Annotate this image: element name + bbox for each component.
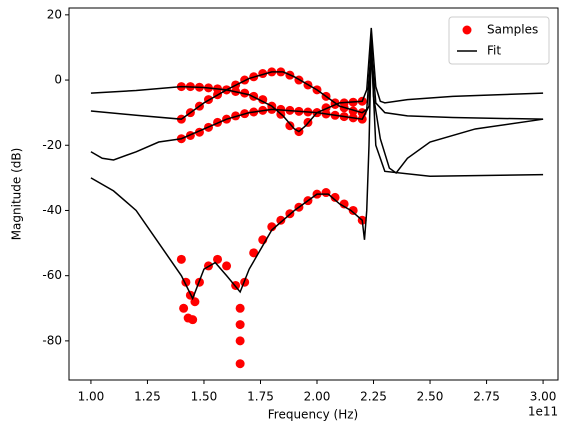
y-tick-label: -60 [42, 268, 62, 282]
y-tick-label: -40 [42, 203, 62, 217]
sample-point [330, 192, 340, 202]
fit-line [90, 47, 544, 301]
legend-marker [462, 25, 472, 35]
legend-label: Fit [487, 44, 501, 58]
y-tick-label: -20 [42, 138, 62, 152]
sample-point [235, 320, 245, 330]
sample-point [222, 261, 232, 271]
y-tick-label: 20 [47, 7, 62, 21]
x-tick-label: 3.00 [530, 390, 557, 404]
y-axis-label: Magnitude (dB) [10, 148, 24, 241]
legend-box [448, 16, 550, 65]
sample-point [179, 303, 189, 313]
x-tick-label: 2.50 [417, 390, 444, 404]
sample-point [190, 297, 200, 307]
x-tick-label: 1.00 [78, 390, 105, 404]
x-tick-label: 1.25 [134, 390, 161, 404]
x-offset-label: 1e11 [528, 405, 558, 419]
sample-point [249, 248, 259, 258]
x-tick-label: 1.50 [191, 390, 218, 404]
sample-point [188, 315, 198, 325]
legend-label: Samples [487, 23, 538, 37]
y-tick-label: -80 [42, 333, 62, 347]
x-tick-label: 2.25 [360, 390, 387, 404]
sample-point [276, 215, 286, 225]
sample-point [235, 303, 245, 313]
sample-point [213, 254, 223, 264]
x-tick-label: 2.75 [473, 390, 500, 404]
sample-point [176, 254, 186, 264]
fit-line [90, 34, 544, 175]
sample-point [235, 359, 245, 369]
x-tick-label: 1.75 [247, 390, 274, 404]
sample-point [348, 205, 358, 215]
fit-line [90, 47, 544, 120]
sample-point [235, 336, 245, 346]
sample-point [339, 199, 349, 209]
x-axis-label: Frequency (Hz) [268, 408, 359, 422]
x-tick-label: 2.00 [304, 390, 331, 404]
sample-point [285, 121, 295, 131]
plot-frame [68, 7, 559, 381]
y-tick-label: 0 [54, 73, 62, 87]
